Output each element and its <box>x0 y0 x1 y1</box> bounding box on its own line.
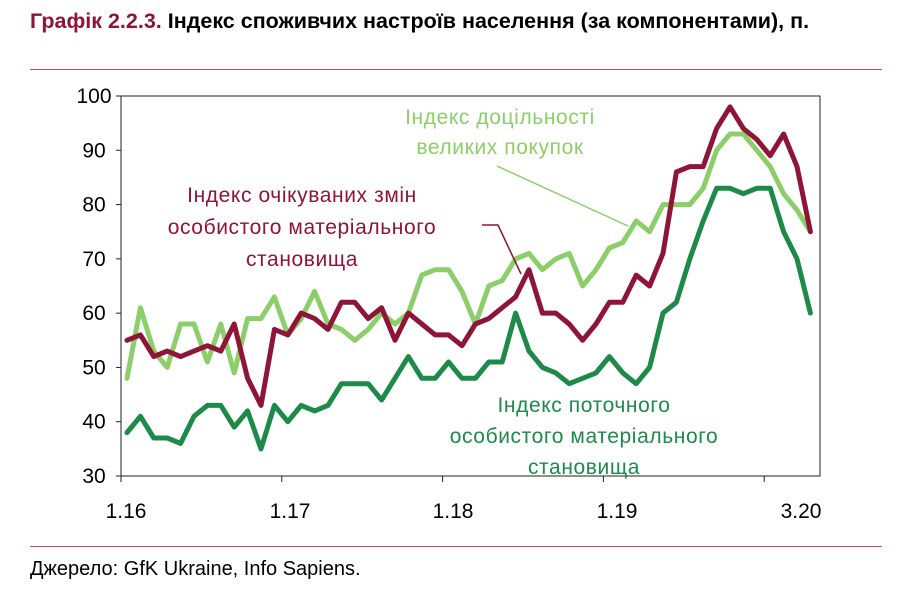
y-tick-label: 80 <box>82 194 105 217</box>
y-tick-label: 50 <box>82 356 105 379</box>
bottom-divider <box>30 546 882 547</box>
y-tick-label: 100 <box>76 85 111 108</box>
annotation-current-situation-line: особистого матеріального <box>450 425 719 448</box>
y-tick-label: 30 <box>82 465 105 488</box>
chart-title-text: Індекс споживчих настроїв населення (за … <box>167 9 810 33</box>
annotation-pointer <box>482 224 522 275</box>
annotation-pointer <box>496 165 629 227</box>
chart-title-number: Графік 2.2.3. <box>30 9 162 33</box>
annotation-expected-change-line: становища <box>246 248 358 271</box>
x-tick-label: 1.18 <box>433 500 474 523</box>
x-tick-label: 3.20 <box>781 500 822 523</box>
annotation-large-purchases-line: Індекс доцільності <box>405 106 595 129</box>
y-tick-label: 90 <box>82 139 105 162</box>
source-note: Джерело: GfK Ukraine, Info Sapiens. <box>30 558 361 580</box>
line-chart: 30 40 50 60 70 80 90 100 1.16 1.17 1.18 1.19 3.20 І… <box>76 85 822 523</box>
y-tick-label: 70 <box>82 248 105 271</box>
annotation-current-situation-line: Індекс поточного <box>497 394 670 417</box>
series-layer <box>124 104 813 452</box>
x-tick-label: 1.16 <box>106 500 147 523</box>
annotation-current-situation-line: становища <box>528 456 640 479</box>
annotation-expected-change-line: особистого матеріального <box>168 216 437 239</box>
x-tick-label: 1.17 <box>270 500 311 523</box>
x-axis: 1.16 1.17 1.18 1.19 3.20 <box>106 476 822 523</box>
chart-title: Графік 2.2.3. Індекс споживчих настроїв … <box>30 6 876 37</box>
x-tick-label: 1.19 <box>597 500 638 523</box>
series-line-expected-change <box>124 104 813 408</box>
annotation-large-purchases-line: великих покупок <box>416 136 584 159</box>
y-tick-label: 60 <box>82 302 105 325</box>
y-axis: 30 40 50 60 70 80 90 100 <box>76 85 121 488</box>
series-line-large-purchases <box>124 131 813 381</box>
top-divider <box>30 69 882 70</box>
plot-frame <box>120 95 821 477</box>
annotation-layer: Індекс доцільності великих покупок Індекс … <box>168 106 719 479</box>
series-line-current-situation <box>124 185 813 452</box>
annotation-expected-change-line: Індекс очікуваних змін <box>187 184 417 207</box>
y-tick-label: 40 <box>82 411 105 434</box>
